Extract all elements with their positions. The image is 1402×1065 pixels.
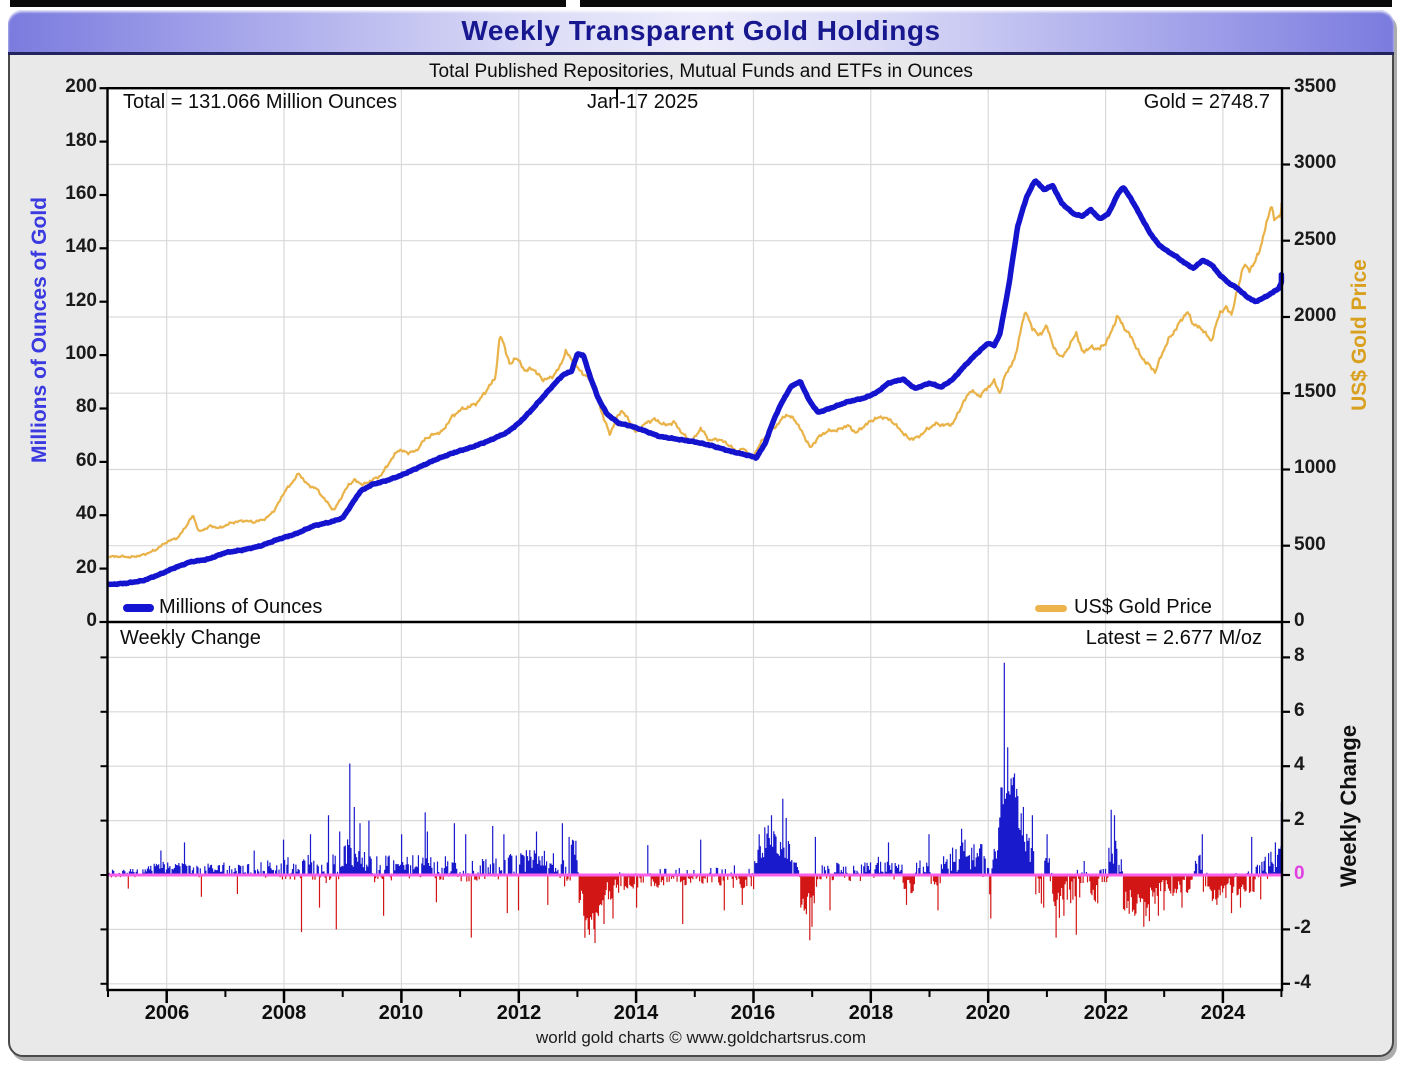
left-axis-tick-label: 140 — [65, 236, 97, 257]
x-axis-year-label: 2022 — [1083, 1002, 1129, 1024]
title-banner: Weekly Transparent Gold Holdings — [8, 10, 1394, 55]
weekly-change-caption: Weekly Change — [120, 627, 261, 649]
weekly-change-axis-tick-label: 2 — [1294, 809, 1305, 830]
weekly-change-axis-tick-label: -2 — [1294, 917, 1311, 938]
x-axis-year-label: 2024 — [1200, 1002, 1246, 1024]
x-axis-year-label: 2008 — [261, 1002, 307, 1024]
left-axis-tick-label: 100 — [65, 343, 97, 364]
gold-legend-label: US$ Gold Price — [1074, 596, 1212, 618]
x-axis-year-label: 2012 — [496, 1002, 542, 1024]
right-axis-tick-label: 3000 — [1294, 152, 1337, 173]
left-axis-title: Millions of Ounces of Gold — [28, 197, 51, 463]
right-axis-tick-label: 0 — [1294, 610, 1305, 631]
latest-change-annotation: Latest = 2.677 M/oz — [1085, 627, 1262, 649]
chart-subtitle: Total Published Repositories, Mutual Fun… — [429, 61, 973, 82]
right-axis-tick-label: 500 — [1294, 534, 1326, 555]
left-axis-tick-label: 180 — [65, 130, 97, 151]
footer-credit: world gold charts © www.goldchartsrus.co… — [536, 1028, 866, 1047]
left-axis-tick-label: 160 — [65, 183, 97, 204]
page-title: Weekly Transparent Gold Holdings — [461, 15, 941, 46]
gold-legend-swatch — [1035, 605, 1067, 612]
right-axis-tick-label: 1500 — [1294, 381, 1337, 402]
weekly-change-axis-tick-label: -4 — [1294, 972, 1311, 993]
left-axis-tick-label: 200 — [65, 76, 97, 97]
left-axis-tick-label: 0 — [86, 610, 97, 631]
x-axis-year-label: 2014 — [613, 1002, 659, 1024]
date-annotation: Jan-17 2025 — [587, 91, 699, 113]
weekly-change-axis-tick-label: 8 — [1294, 645, 1305, 666]
total-holdings-annotation: Total = 131.066 Million Ounces — [123, 91, 398, 113]
left-axis-tick-label: 120 — [65, 290, 97, 311]
left-axis-tick-label: 40 — [75, 503, 97, 524]
right-axis-title-gold: US$ Gold Price — [1348, 259, 1371, 411]
x-axis-year-label: 2020 — [965, 1002, 1011, 1024]
weekly-change-axis-tick-label: 6 — [1294, 700, 1305, 721]
right-axis-tick-label: 3500 — [1294, 76, 1337, 97]
top-crop-strip-gap — [566, 0, 580, 7]
right-axis-tick-label: 2500 — [1294, 229, 1337, 250]
holdings-legend-label: Millions of Ounces — [159, 596, 323, 618]
left-axis-tick-label: 20 — [75, 557, 97, 578]
right-axis-tick-label: 2000 — [1294, 305, 1337, 326]
top-crop-strip — [10, 0, 1392, 7]
left-axis-tick-label: 60 — [75, 450, 97, 471]
holdings-legend-swatch — [123, 604, 154, 612]
gold-price-annotation: Gold = 2748.7 — [1143, 91, 1270, 113]
x-axis-year-label: 2006 — [144, 1002, 190, 1024]
weekly-change-axis-tick-label: 0 — [1294, 863, 1305, 884]
left-axis-tick-label: 80 — [75, 396, 97, 417]
x-axis-year-label: 2010 — [378, 1002, 424, 1024]
right-axis-title-weekly-change: Weekly Change — [1336, 724, 1361, 888]
weekly-change-axis-tick-label: 4 — [1294, 754, 1305, 775]
right-axis-tick-label: 1000 — [1294, 457, 1337, 478]
x-axis-year-label: 2016 — [730, 1002, 776, 1024]
x-axis-year-label: 2018 — [848, 1002, 894, 1024]
